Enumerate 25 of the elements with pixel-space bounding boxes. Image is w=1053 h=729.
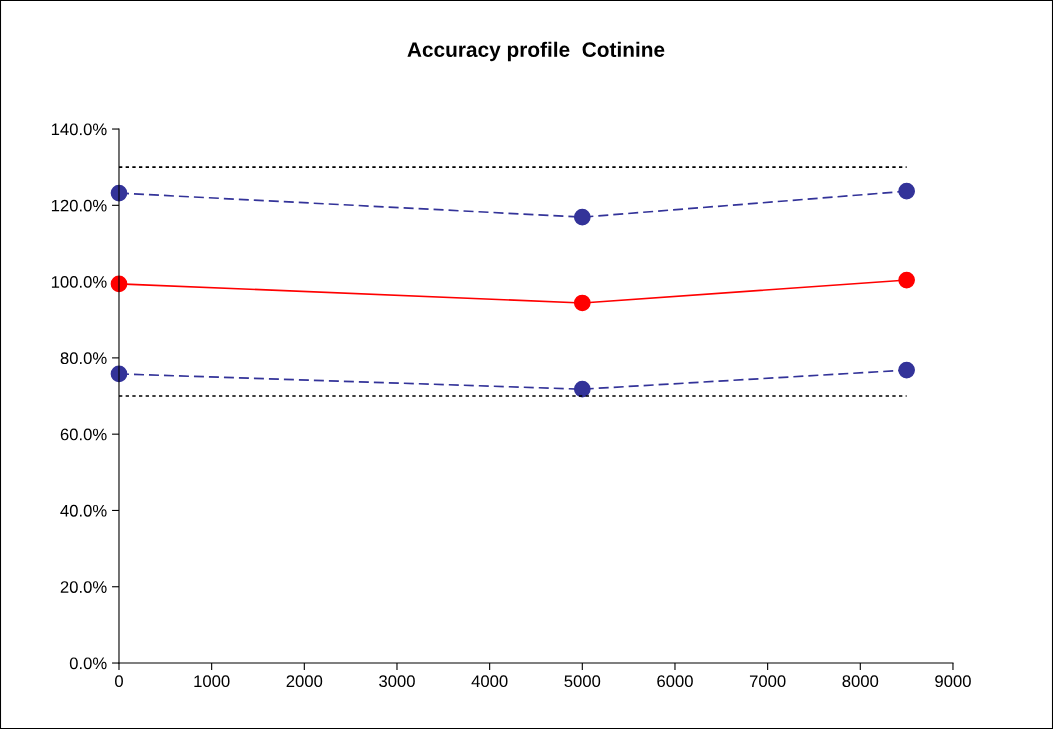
x-tick-label: 7000 xyxy=(749,675,786,688)
point xyxy=(573,294,591,312)
y-tick-label: 100.0% xyxy=(51,276,107,288)
x-tick-label: 3000 xyxy=(379,675,415,688)
x-tick-label: 9000 xyxy=(935,675,971,688)
y-tick-label: 20.0% xyxy=(60,581,107,593)
x-tick-label: 1000 xyxy=(194,675,230,688)
point xyxy=(573,208,591,226)
x-tick-label: 8000 xyxy=(842,675,879,688)
y-tick-label: 0.0% xyxy=(69,657,107,670)
x-tick-label: 4000 xyxy=(471,675,508,688)
x-tick-label: 5000 xyxy=(564,675,601,688)
y-tick-label: 120.0% xyxy=(51,199,107,212)
x-tick-label: 2000 xyxy=(286,675,323,688)
y-tick-label: 40.0% xyxy=(60,504,107,517)
chart-title: Accuracy profile Cotinine xyxy=(407,41,665,62)
y-tick-label: 60.0% xyxy=(60,428,107,441)
x-tick-label: 0 xyxy=(115,675,123,688)
y-tick-label: 140.0% xyxy=(51,123,107,136)
x-tick-label: 6000 xyxy=(657,675,693,688)
point xyxy=(898,361,915,379)
point xyxy=(898,271,915,289)
y-tick-label: 80.0% xyxy=(60,352,107,365)
point xyxy=(573,380,591,398)
point xyxy=(898,182,915,200)
